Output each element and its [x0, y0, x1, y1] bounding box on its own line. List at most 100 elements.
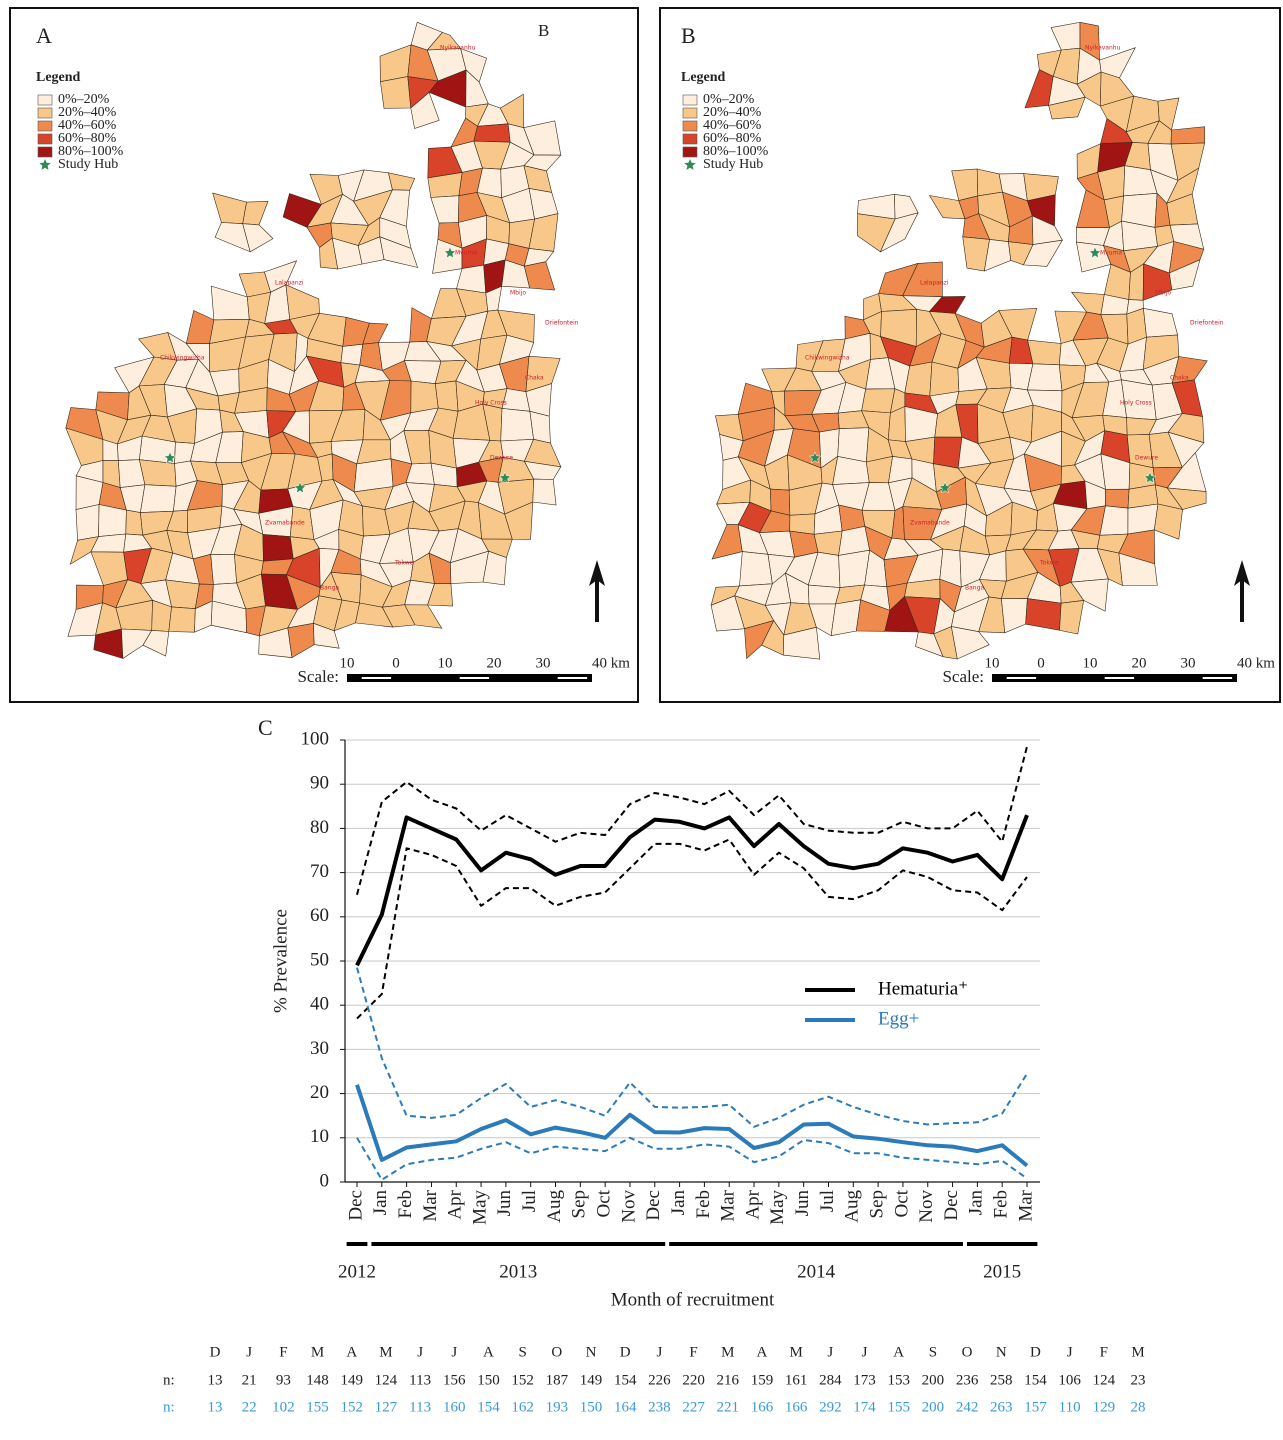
place-name: Nyikavanhu — [440, 45, 476, 52]
x-tick-label: Feb — [395, 1190, 416, 1219]
map-region — [435, 381, 458, 411]
map-region — [1143, 308, 1177, 337]
table-month: A — [893, 1344, 904, 1360]
legend-swatch — [38, 95, 52, 105]
x-tick-label: Sep — [866, 1190, 887, 1219]
north-arrow — [595, 578, 599, 622]
map-region — [243, 201, 268, 225]
y-tick-label: 60 — [310, 905, 329, 926]
table-cell: 284 — [819, 1372, 842, 1388]
table-month: D — [1030, 1344, 1041, 1360]
table-cell: 160 — [443, 1399, 466, 1415]
legend-label: Study Hub — [58, 157, 118, 172]
scale-tick-label: 30 — [1181, 655, 1196, 671]
table-cell: 159 — [751, 1372, 774, 1388]
legend-label: Egg+ — [878, 1008, 919, 1029]
x-axis-title: Month of recruitment — [611, 1289, 775, 1310]
table-cell: 150 — [477, 1372, 500, 1388]
map-region — [1072, 292, 1105, 315]
map-region — [533, 479, 556, 505]
legend-label: Study Hub — [703, 157, 763, 172]
table-cell: 164 — [614, 1399, 637, 1415]
table-cell: 166 — [751, 1399, 774, 1415]
body: NyikavanhuMvumaLalapanziMbijoDriefontein… — [0, 0, 1283, 1440]
place-name: Banga — [965, 585, 984, 592]
table-month: O — [551, 1344, 562, 1360]
table-month: F — [689, 1344, 697, 1360]
table-cell: 157 — [1024, 1399, 1047, 1415]
x-tick-label: Aug — [842, 1190, 863, 1223]
table-month: A — [483, 1344, 494, 1360]
table-month: M — [1131, 1344, 1144, 1360]
map-region — [838, 428, 869, 462]
table-cell: 148 — [306, 1372, 329, 1388]
legend-swatch — [38, 121, 52, 131]
place-name: Chikwingwizha — [805, 355, 850, 362]
table-cell: 124 — [1093, 1372, 1116, 1388]
scale-bar-segment — [558, 677, 587, 679]
map-region — [380, 45, 411, 82]
x-tick-label: Aug — [544, 1190, 565, 1223]
table-month: J — [246, 1344, 252, 1360]
y-tick-label: 100 — [301, 728, 330, 749]
table-cell: 153 — [887, 1372, 910, 1388]
y-tick-label: 20 — [310, 1082, 329, 1103]
panel-label: A — [36, 23, 52, 48]
table-cell: 127 — [375, 1399, 398, 1415]
table-cell: 23 — [1131, 1372, 1146, 1388]
north-arrow — [1240, 578, 1244, 622]
legend-hub-marker — [684, 159, 695, 170]
scale-bar-segment — [460, 677, 489, 679]
table-month: M — [311, 1344, 324, 1360]
map-region — [1106, 489, 1130, 508]
panel-label: C — [258, 715, 273, 740]
legend-swatch — [683, 134, 697, 144]
place-name: Chaka — [525, 375, 544, 382]
table-month: O — [962, 1344, 973, 1360]
map-region — [952, 169, 978, 201]
table-cell: 220 — [682, 1372, 705, 1388]
map: NyikavanhuMvumaLalapanziMbijoDriefontein… — [36, 21, 630, 686]
map-region — [211, 286, 249, 320]
x-tick-label: Jun — [792, 1190, 813, 1217]
table-month: N — [996, 1344, 1007, 1360]
map-region — [76, 505, 99, 541]
table-cell: 113 — [409, 1372, 431, 1388]
map-region — [380, 77, 410, 109]
y-tick-label: 40 — [310, 994, 329, 1015]
table-cell: 106 — [1058, 1372, 1081, 1388]
scale-bar-segment — [1105, 677, 1134, 679]
place-name: Driefontein — [1190, 320, 1224, 327]
map-region — [1051, 22, 1080, 50]
table-month: M — [789, 1344, 802, 1360]
table-cell: 200 — [922, 1372, 945, 1388]
map-region — [186, 311, 214, 344]
map-region — [1127, 434, 1153, 467]
place-name: Holy Cross — [475, 400, 507, 407]
table-cell: 174 — [853, 1399, 876, 1415]
y-tick-label: 10 — [310, 1126, 329, 1147]
table-cell: 242 — [956, 1399, 979, 1415]
page: Prevalence maps and time series { "maps"… — [0, 0, 1283, 1440]
legend-label: Hematuria⁺ — [878, 978, 968, 999]
y-tick-label: 30 — [310, 1038, 329, 1059]
table-cell: 193 — [546, 1399, 569, 1415]
map-region — [213, 193, 247, 224]
place-name: Driefontein — [545, 320, 579, 327]
table-cell: 155 — [306, 1399, 329, 1415]
scale-tick-label: 40 km — [592, 655, 630, 671]
legend-title: Legend — [681, 70, 726, 85]
scale-tick-label: 20 — [487, 655, 502, 671]
x-tick-label: May — [767, 1190, 788, 1225]
place-name: Tokwe — [1039, 560, 1059, 567]
table-cell: 227 — [682, 1399, 705, 1415]
place-name: Mbijo — [510, 290, 526, 297]
map: NyikavanhuMvumaLalapanziMbijoDriefontein… — [681, 22, 1275, 686]
scale-tick-label: 30 — [536, 655, 551, 671]
x-tick-label: Apr — [742, 1189, 763, 1219]
x-tick-label: Mar — [1015, 1189, 1036, 1221]
x-tick-label: Dec — [345, 1190, 366, 1221]
table-cell: 154 — [614, 1372, 637, 1388]
map-region — [474, 124, 510, 142]
table-cell: 149 — [340, 1372, 363, 1388]
